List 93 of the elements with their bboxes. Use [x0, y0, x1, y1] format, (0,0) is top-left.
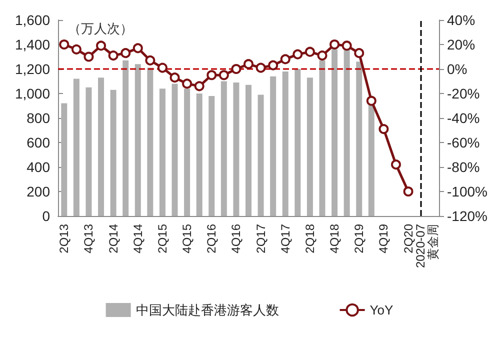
bar: [233, 82, 240, 216]
y2-tick-label: -120%: [447, 208, 488, 224]
legend-label: YoY: [370, 302, 394, 318]
x-tick-label: 2Q20: [401, 224, 416, 254]
bar: [208, 96, 215, 216]
point: [194, 81, 204, 92]
bar: [196, 94, 202, 216]
x-tick-label: 2Q14: [106, 224, 120, 254]
y2-tick-label: 0%: [447, 61, 468, 77]
y-tick-label: 1,200: [14, 61, 50, 77]
point: [366, 96, 376, 106]
point: [96, 40, 106, 51]
bar: [368, 104, 374, 216]
point: [244, 59, 254, 70]
y-tick-label: 1,000: [14, 86, 50, 102]
point: [145, 55, 156, 66]
x-tick-label: 4Q14: [130, 224, 145, 254]
bar: [134, 64, 141, 216]
y2-tick-label: -60%: [447, 134, 480, 150]
bar: [246, 84, 252, 216]
legend-label: 中国大陆赴香港游客人数: [136, 302, 279, 318]
y2-tick-label: -100%: [447, 184, 488, 200]
x-tick-label: 黄金周: [426, 224, 440, 260]
bar: [147, 68, 154, 216]
point: [157, 62, 168, 73]
y-tick-label: 0: [42, 208, 50, 224]
y2-tick-label: 40%: [447, 12, 476, 28]
x-tick-label: 2Q13: [57, 224, 72, 254]
point: [218, 70, 229, 80]
point: [378, 124, 389, 134]
y2-tick-label: -80%: [447, 159, 480, 175]
x-tick-label: 4Q16: [229, 224, 244, 254]
point: [120, 48, 131, 58]
point: [342, 40, 352, 51]
y2-tick-label: -20%: [447, 86, 480, 102]
point: [84, 52, 94, 62]
point: [354, 48, 364, 58]
x-tick-label: 2Q17: [254, 224, 268, 254]
point: [132, 43, 143, 54]
x-tick-label: 4Q15: [180, 224, 194, 254]
point: [292, 49, 303, 60]
bar: [110, 90, 116, 216]
point: [403, 186, 414, 196]
bar: [319, 60, 326, 216]
bar: [159, 88, 166, 216]
bar: [282, 71, 288, 216]
point: [231, 64, 242, 74]
bar: [356, 62, 362, 216]
point: [330, 40, 340, 50]
point: [304, 46, 315, 57]
x-tick-label: 2Q15: [155, 224, 170, 254]
point: [317, 50, 328, 61]
x-tick-label: 2Q19: [352, 224, 366, 254]
x-tick-label: 4Q19: [376, 224, 391, 254]
y2-tick-label: -40%: [447, 110, 480, 126]
point: [59, 40, 70, 50]
bar: [86, 87, 92, 216]
x-tick-label: 2020-07: [414, 224, 428, 268]
bar: [61, 103, 68, 216]
y-tick-label: 1,400: [14, 36, 50, 52]
bar: [306, 78, 313, 216]
x-tick-label: 2Q16: [204, 224, 219, 254]
y-axis-title: （万人次）: [68, 21, 133, 36]
point: [390, 160, 401, 170]
point: [268, 60, 278, 70]
x-tick-label: 4Q18: [328, 224, 342, 254]
point: [182, 78, 192, 89]
bar: [344, 40, 350, 216]
y2-tick-label: 20%: [447, 36, 476, 52]
bar: [332, 49, 338, 216]
y-tick-label: 400: [26, 159, 50, 175]
y-tick-label: 200: [26, 184, 50, 200]
y-tick-label: 600: [26, 134, 50, 150]
point: [170, 72, 180, 83]
bar: [122, 60, 129, 216]
point: [256, 62, 266, 73]
y-tick-label: 1,600: [14, 12, 50, 28]
bar: [172, 84, 178, 216]
point: [206, 70, 217, 80]
bar: [270, 76, 276, 216]
bar: [73, 78, 80, 216]
y-tick-label: 800: [26, 110, 50, 126]
x-tick-label: 4Q13: [82, 224, 96, 254]
bar: [258, 94, 264, 216]
point: [71, 44, 82, 54]
x-tick-label: 4Q17: [278, 224, 292, 254]
bar: [184, 88, 190, 216]
bar: [294, 69, 301, 216]
point: [108, 50, 118, 61]
bar: [98, 78, 104, 216]
x-tick-label: 2Q18: [302, 224, 317, 254]
bar: [220, 81, 227, 216]
point: [280, 54, 290, 64]
